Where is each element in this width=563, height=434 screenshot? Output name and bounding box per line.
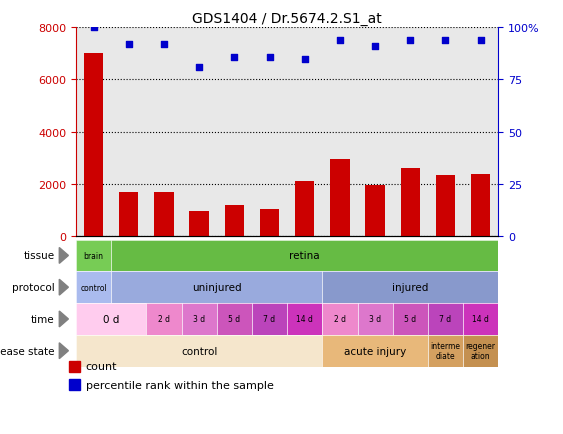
Bar <box>471 174 490 237</box>
Point <box>441 37 450 44</box>
Text: 2 d: 2 d <box>158 315 170 324</box>
Polygon shape <box>59 311 69 327</box>
Text: count: count <box>86 362 117 372</box>
Bar <box>154 192 173 237</box>
Bar <box>190 212 209 237</box>
Text: uninjured: uninjured <box>192 283 242 293</box>
Point <box>159 41 168 48</box>
Bar <box>295 182 314 237</box>
Bar <box>119 192 138 237</box>
Text: time: time <box>31 314 55 324</box>
Text: 3 d: 3 d <box>193 315 205 324</box>
Text: regener
ation: regener ation <box>466 342 495 360</box>
Text: 7 d: 7 d <box>439 315 452 324</box>
Text: protocol: protocol <box>12 283 55 293</box>
Bar <box>260 209 279 237</box>
Bar <box>330 160 350 237</box>
Polygon shape <box>59 343 69 359</box>
Point <box>406 37 415 44</box>
Point <box>300 56 309 63</box>
Bar <box>365 186 385 237</box>
Text: brain: brain <box>83 251 104 260</box>
Text: control: control <box>181 346 217 356</box>
Polygon shape <box>59 279 69 296</box>
Text: 5 d: 5 d <box>404 315 417 324</box>
Text: 2 d: 2 d <box>334 315 346 324</box>
Text: 7 d: 7 d <box>263 315 276 324</box>
Text: 5 d: 5 d <box>228 315 240 324</box>
Text: 3 d: 3 d <box>369 315 381 324</box>
Text: retina: retina <box>289 251 320 261</box>
Text: percentile rank within the sample: percentile rank within the sample <box>86 380 274 390</box>
Point <box>336 37 345 44</box>
Point <box>476 37 485 44</box>
Text: 14 d: 14 d <box>296 315 313 324</box>
Bar <box>69 379 79 391</box>
Bar <box>69 361 79 372</box>
Point <box>230 54 239 61</box>
Text: disease state: disease state <box>0 346 55 356</box>
Title: GDS1404 / Dr.5674.2.S1_at: GDS1404 / Dr.5674.2.S1_at <box>192 12 382 26</box>
Text: interme
diate: interme diate <box>431 342 461 360</box>
Point <box>124 41 133 48</box>
Text: 14 d: 14 d <box>472 315 489 324</box>
Text: injured: injured <box>392 283 428 293</box>
Bar <box>436 175 455 237</box>
Bar <box>84 54 103 237</box>
Bar <box>225 205 244 237</box>
Polygon shape <box>59 248 69 264</box>
Point <box>89 25 98 32</box>
Text: acute injury: acute injury <box>344 346 406 356</box>
Point <box>370 43 379 50</box>
Text: 0 d: 0 d <box>103 314 119 324</box>
Point <box>195 64 204 71</box>
Text: control: control <box>80 283 107 292</box>
Bar <box>401 169 420 237</box>
Point <box>265 54 274 61</box>
Text: tissue: tissue <box>24 251 55 261</box>
